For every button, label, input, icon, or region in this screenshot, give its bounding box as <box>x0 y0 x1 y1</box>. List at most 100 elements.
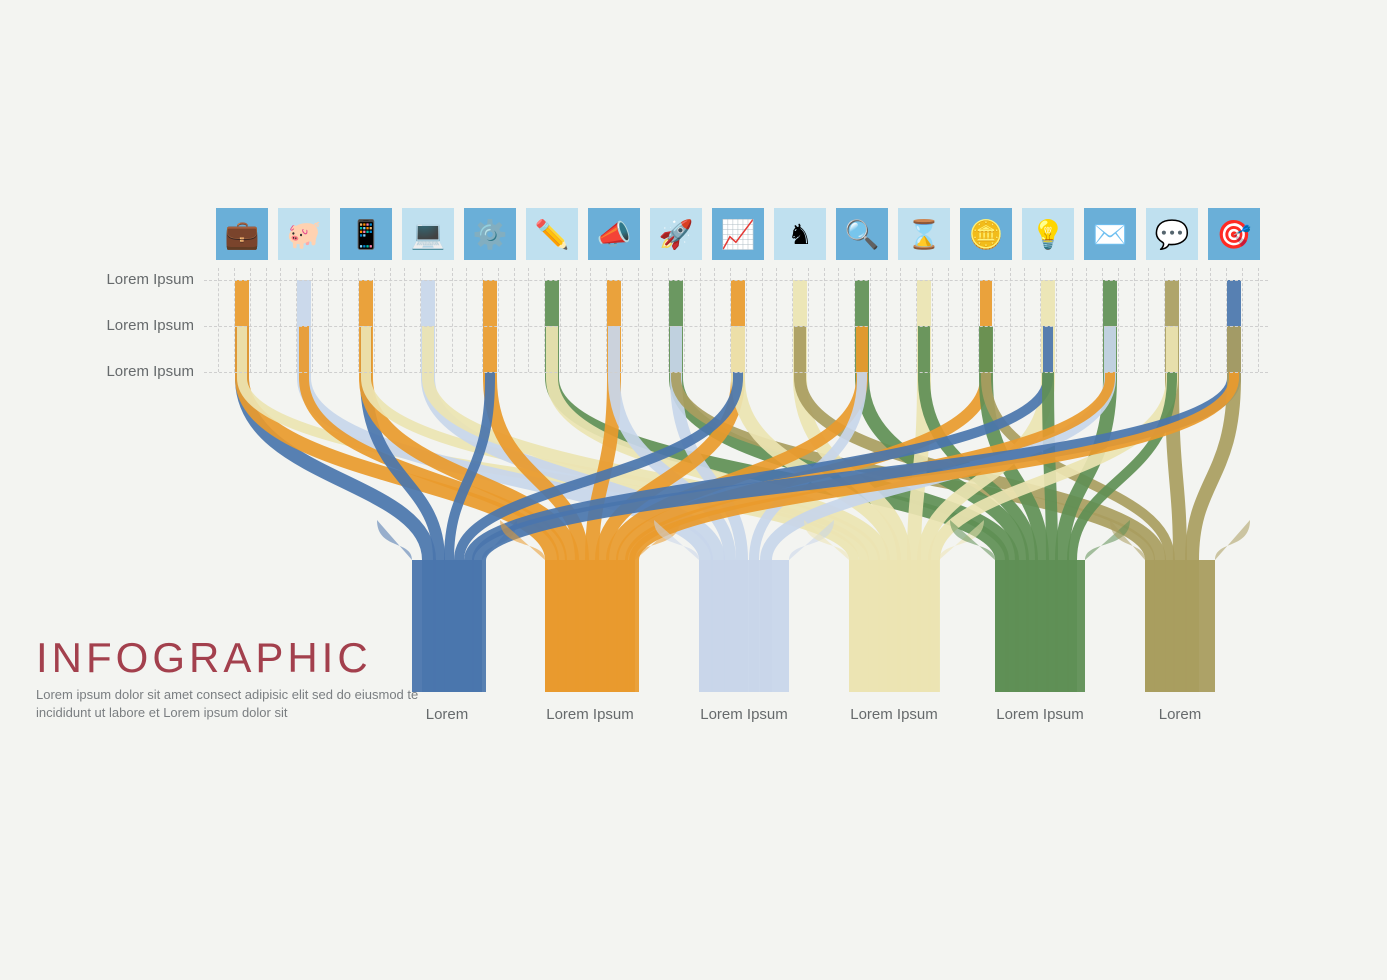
row-guide-line <box>204 372 1268 373</box>
destination-label: Lorem Ipsum <box>546 706 634 723</box>
vertical-guide <box>1134 268 1135 372</box>
vertical-guide <box>436 268 437 372</box>
flow-lines-svg <box>0 0 1387 980</box>
pencil-icon: ✏️ <box>526 208 578 260</box>
vertical-guide <box>374 268 375 372</box>
vertical-guide <box>1024 268 1025 372</box>
vertical-guide <box>606 268 607 372</box>
row-label: Lorem Ipsum <box>0 363 194 380</box>
vertical-guide <box>978 268 979 372</box>
vertical-guide <box>514 268 515 372</box>
vertical-guide <box>776 268 777 372</box>
vertical-guide <box>266 268 267 372</box>
vertical-guide <box>1226 268 1227 372</box>
destination-label: Lorem <box>1159 706 1202 723</box>
vertical-guide <box>280 268 281 372</box>
vertical-guide <box>1056 268 1057 372</box>
destination-label: Lorem Ipsum <box>850 706 938 723</box>
vertical-guide <box>948 268 949 372</box>
destination-stem <box>412 560 482 692</box>
megaphone-icon: 📣 <box>588 208 640 260</box>
vertical-guide <box>870 268 871 372</box>
infographic-canvas: 💼🐖📱💻⚙️✏️📣🚀📈♞🔍⌛🪙💡✉️💬🎯 Lorem Ipsum Lorem Ip… <box>0 0 1387 980</box>
vertical-guide <box>1164 268 1165 372</box>
lightbulb-icon: 💡 <box>1022 208 1074 260</box>
destination-stem <box>699 560 789 692</box>
vertical-guide <box>466 268 467 372</box>
briefcase-icon: 💼 <box>216 208 268 260</box>
vertical-guide <box>342 268 343 372</box>
row-guide-line <box>204 280 1268 281</box>
destination-label: Lorem Ipsum <box>700 706 788 723</box>
vertical-guide <box>652 268 653 372</box>
destination-stem <box>545 560 635 692</box>
rocket-icon: 🚀 <box>650 208 702 260</box>
vertical-guide <box>668 268 669 372</box>
vertical-guide <box>900 268 901 372</box>
vertical-guide <box>808 268 809 372</box>
vertical-guide <box>684 268 685 372</box>
vertical-guide <box>1040 268 1041 372</box>
vertical-guide <box>994 268 995 372</box>
row-guide-line <box>204 326 1268 327</box>
email-icon: ✉️ <box>1084 208 1136 260</box>
vertical-guide <box>1180 268 1181 372</box>
hourglass-icon: ⌛ <box>898 208 950 260</box>
gears-icon: ⚙️ <box>464 208 516 260</box>
target-icon: 🎯 <box>1208 208 1260 260</box>
vertical-guide <box>1196 268 1197 372</box>
vertical-guide <box>544 268 545 372</box>
destination-stem <box>849 560 939 692</box>
vertical-guide <box>886 268 887 372</box>
speech-icon: 💬 <box>1146 208 1198 260</box>
destination-label: Lorem Ipsum <box>996 706 1084 723</box>
vertical-guide <box>250 268 251 372</box>
chart-icon: 📈 <box>712 208 764 260</box>
vertical-guide <box>452 268 453 372</box>
vertical-guide <box>234 268 235 372</box>
vertical-guide <box>590 268 591 372</box>
magnifier-icon: 🔍 <box>836 208 888 260</box>
vertical-guide <box>792 268 793 372</box>
vertical-guide <box>730 268 731 372</box>
vertical-guide <box>498 268 499 372</box>
vertical-guide <box>482 268 483 372</box>
vertical-guide <box>1010 268 1011 372</box>
page-subtitle: Lorem ipsum dolor sit amet consect adipi… <box>36 686 436 721</box>
vertical-guide <box>932 268 933 372</box>
vertical-guide <box>762 268 763 372</box>
vertical-guide <box>576 268 577 372</box>
vertical-guide <box>1210 268 1211 372</box>
piggybank-icon: 🐖 <box>278 208 330 260</box>
vertical-guide <box>1072 268 1073 372</box>
vertical-guide <box>824 268 825 372</box>
laptop-icon: 💻 <box>402 208 454 260</box>
vertical-guide <box>1118 268 1119 372</box>
vertical-guide <box>854 268 855 372</box>
vertical-guide <box>328 268 329 372</box>
vertical-guide <box>638 268 639 372</box>
vertical-guide <box>218 268 219 372</box>
vertical-guide <box>700 268 701 372</box>
vertical-guide <box>714 268 715 372</box>
chess-icon: ♞ <box>774 208 826 260</box>
row-label: Lorem Ipsum <box>0 271 194 288</box>
vertical-guide <box>1242 268 1243 372</box>
destination-stem <box>1145 560 1215 692</box>
vertical-guide <box>296 268 297 372</box>
smartphone-icon: 📱 <box>340 208 392 260</box>
vertical-guide <box>1258 268 1259 372</box>
vertical-guide <box>560 268 561 372</box>
vertical-guide <box>1086 268 1087 372</box>
vertical-guide <box>838 268 839 372</box>
vertical-guide <box>916 268 917 372</box>
coins-icon: 🪙 <box>960 208 1012 260</box>
vertical-guide <box>746 268 747 372</box>
destination-stem <box>995 560 1085 692</box>
row-label: Lorem Ipsum <box>0 317 194 334</box>
vertical-guide <box>358 268 359 372</box>
page-title: INFOGRAPHIC <box>36 634 372 682</box>
vertical-guide <box>390 268 391 372</box>
vertical-guide <box>622 268 623 372</box>
vertical-guide <box>528 268 529 372</box>
